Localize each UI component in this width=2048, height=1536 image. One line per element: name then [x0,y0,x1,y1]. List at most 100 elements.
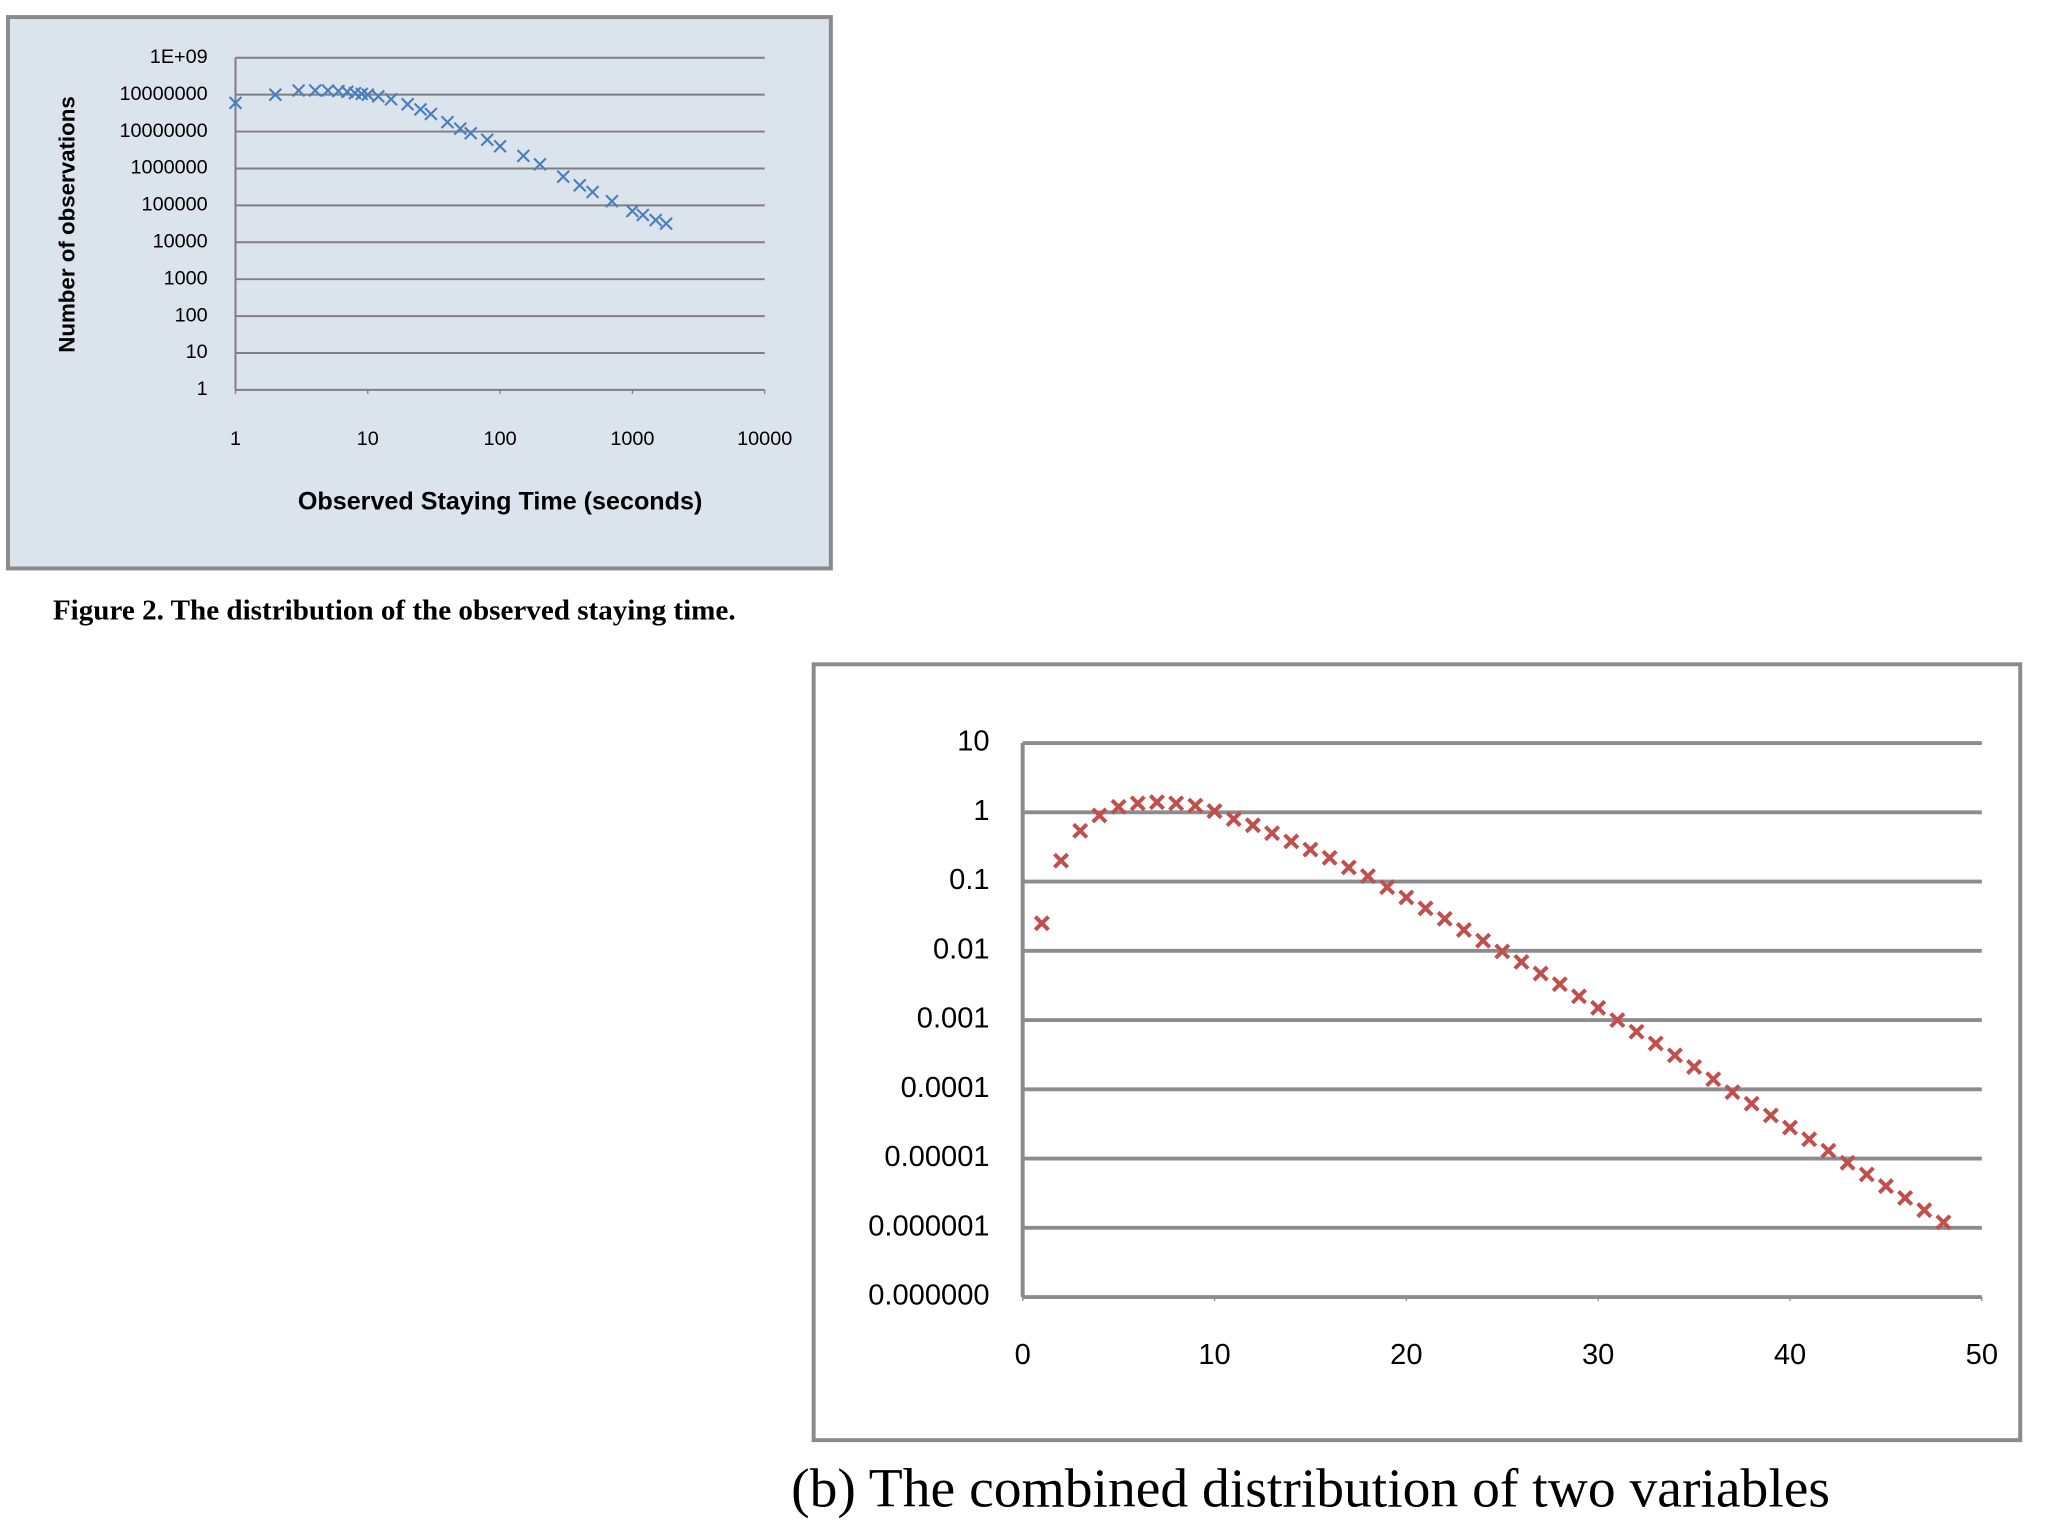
marker [1935,1214,1952,1231]
marker [625,204,640,218]
marker [1724,1084,1741,1101]
marker [1877,1178,1894,1195]
marker-shape [291,83,306,98]
marker [1781,1119,1799,1136]
marker [1839,1154,1856,1171]
marker-shape [1532,965,1549,982]
marker-shape [1302,841,1319,858]
marker [573,178,587,192]
marker-shape [516,149,531,163]
marker [605,194,619,208]
y-tick-label: 10000000 [119,120,207,142]
y-tick-label: 1000 [164,267,208,289]
marker-shape [605,194,619,208]
marker [659,216,673,231]
marker [1820,1142,1837,1159]
marker [648,213,663,227]
marker [400,97,415,111]
marker [1302,841,1319,858]
marker [1494,943,1511,960]
marker-shape [1264,825,1281,842]
marker-shape [1033,915,1050,932]
marker [1801,1131,1818,1148]
y-tick-label: 0.00001 [884,1141,989,1173]
y-tick-label: 0.0001 [901,1072,990,1104]
marker [1244,817,1261,834]
x-tick-label: 10 [357,428,379,450]
marker [636,208,650,222]
marker [585,185,600,199]
marker-shape [648,213,663,227]
marker [413,102,428,117]
marker-shape [1187,797,1204,814]
y-tick-label: 0.001 [917,1003,990,1035]
marker [1666,1047,1683,1064]
marker [556,170,570,184]
x-tick-label: 1 [230,428,241,450]
marker [424,107,438,121]
marker [516,149,531,163]
marker-shape [625,204,640,218]
marker [1187,797,1204,814]
marker [291,83,306,98]
chart-frame [811,662,2023,1443]
marker-shape [1781,1119,1799,1136]
marker-shape [1705,1071,1722,1088]
marker-shape [361,88,375,102]
marker [1359,868,1376,885]
marker [1858,1166,1875,1183]
marker-shape [1686,1059,1703,1075]
marker [1264,825,1281,842]
marker-shape [1321,849,1338,866]
marker-shape [1168,795,1185,812]
y-tick-label: 1000000 [131,157,208,179]
marker [1551,976,1568,993]
marker-shape [1513,954,1530,970]
marker [1762,1107,1779,1124]
x-tick-label: 10 [1198,1339,1230,1371]
marker [480,133,494,147]
marker [1532,965,1549,982]
marker [1321,849,1338,866]
marker-shape [1398,889,1415,906]
marker [361,88,375,102]
marker [1436,910,1453,927]
x-tick-label: 30 [1582,1339,1614,1371]
marker-shape [1244,817,1261,834]
marker [1110,798,1127,815]
marker-shape [1628,1023,1645,1040]
marker [1590,999,1607,1016]
marker [1475,932,1492,949]
marker [308,83,322,98]
marker-shape [556,170,570,184]
marker-shape [585,185,600,199]
marker [384,92,398,106]
marker-shape [1091,807,1108,824]
marker [1628,1023,1645,1040]
marker-shape [1820,1142,1837,1159]
marker [1340,859,1357,876]
marker [1513,954,1530,970]
marker-shape [480,133,494,147]
marker-shape [1724,1084,1741,1101]
marker-shape [308,83,322,98]
y-tick-label: 0.01 [933,934,990,966]
marker [321,83,335,98]
marker-shape [1647,1035,1664,1052]
marker-shape [1590,999,1607,1016]
marker-shape [1359,868,1376,885]
marker-shape [533,157,547,171]
marker-shape [1436,910,1453,927]
marker [440,115,455,129]
marker-shape [1206,803,1223,820]
marker-shape [1666,1047,1683,1064]
y-tick-label: 100 [175,304,208,326]
marker-shape [400,97,415,111]
marker-shape [1110,798,1127,815]
marker-shape [384,92,398,106]
marker-shape [1935,1214,1952,1231]
caption: Figure 2. The distribution of the observ… [53,595,736,627]
marker [1148,794,1165,811]
